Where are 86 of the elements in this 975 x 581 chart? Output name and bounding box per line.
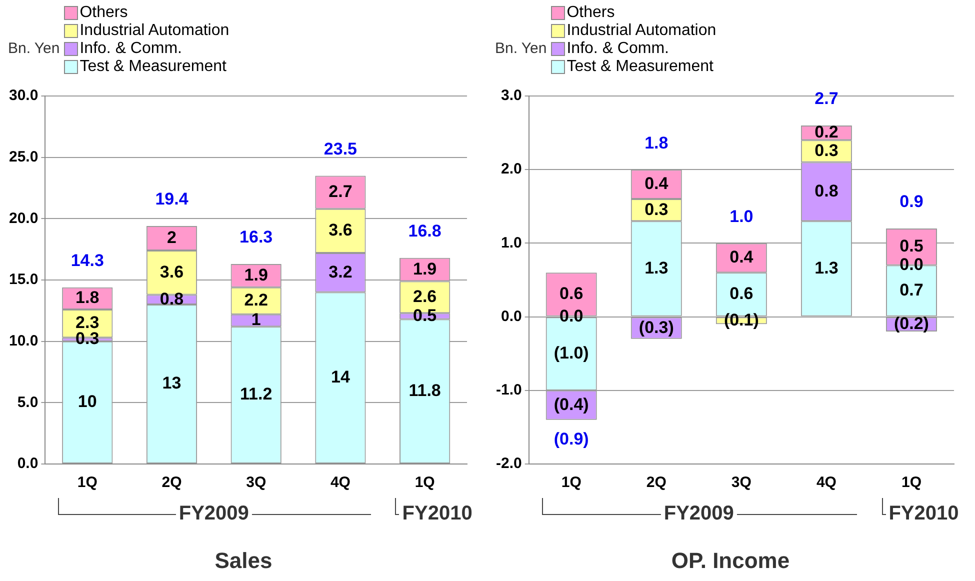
data-label: 1.3 — [644, 258, 668, 278]
data-label: 13 — [162, 374, 182, 393]
legend-label: Info. & Comm. — [80, 40, 182, 58]
x-tick-label: 4Q — [816, 474, 837, 492]
data-label: 11.8 — [408, 381, 441, 400]
data-label: (0.1) — [724, 310, 759, 330]
data-label: 3.6 — [160, 262, 184, 282]
data-label: 0.0 — [900, 254, 924, 274]
total-label: 16.3 — [240, 228, 273, 247]
data-label: 1.3 — [814, 258, 838, 278]
legend-label: Test & Measurement — [80, 58, 226, 76]
data-label: 14 — [330, 368, 350, 387]
x-tick-label: 3Q — [731, 474, 752, 492]
data-label: 0.3 — [814, 140, 838, 160]
y-axis-title: Bn. Yen — [495, 40, 547, 57]
total-label: 0.9 — [900, 192, 924, 212]
data-label: 11.2 — [240, 384, 272, 404]
data-label: 3.2 — [328, 262, 352, 282]
data-label: 1.9 — [244, 265, 268, 284]
data-label: (0.4) — [554, 394, 589, 414]
y-tick-label: 5.0 — [17, 394, 38, 411]
y-tick-label: 0.0 — [17, 455, 38, 472]
x-tick-label: 4Q — [330, 474, 351, 492]
total-label: 14.3 — [70, 251, 104, 270]
y-tick-label: 15.0 — [8, 271, 38, 288]
data-label: 0.8 — [160, 289, 184, 308]
total-label: 16.8 — [408, 222, 442, 241]
x-tick-label: 2Q — [162, 474, 182, 492]
y-axis-title: Bn. Yen — [8, 40, 60, 57]
x-tick-label: 1Q — [561, 474, 582, 492]
data-label: 1.9 — [413, 259, 437, 278]
data-label: 0.2 — [814, 122, 838, 142]
data-label: 0.3 — [644, 200, 668, 219]
text: FY2009 — [176, 502, 252, 526]
legend-label: Test & Measurement — [566, 58, 714, 76]
text: FY2009 — [660, 502, 737, 526]
data-label: 0.4 — [644, 174, 669, 194]
total-label: 1.0 — [730, 206, 754, 226]
x-axis-title: Sales — [214, 548, 274, 574]
y-tick-label: 3.0 — [500, 87, 522, 104]
data-label: 2.6 — [413, 286, 437, 306]
legend-label: Industrial Automation — [566, 22, 716, 40]
data-label: 10 — [78, 392, 97, 412]
y-tick-label: 10.0 — [8, 332, 38, 350]
legend-label: Others — [80, 4, 128, 22]
data-label: 0.5 — [900, 236, 924, 256]
data-label: 0.5 — [413, 306, 437, 325]
x-tick-label: 1Q — [414, 474, 436, 492]
data-label: (1.0) — [554, 344, 589, 363]
data-label: 0.6 — [730, 284, 754, 304]
total-label: 19.4 — [155, 190, 189, 209]
data-label: 0.8 — [814, 181, 838, 200]
data-label: 2.2 — [244, 290, 268, 310]
y-tick-label: -1.0 — [496, 382, 522, 399]
data-label: 1.8 — [76, 288, 100, 308]
total-label: (0.9) — [554, 430, 589, 449]
data-label: 0.7 — [900, 280, 924, 300]
data-label: 2.7 — [328, 182, 352, 201]
y-tick-label: -2.0 — [496, 455, 522, 472]
x-tick-label: 1Q — [901, 474, 922, 492]
x-tick-label: 1Q — [77, 474, 98, 492]
total-label: 1.8 — [644, 133, 668, 152]
x-axis-title: OP. Income — [670, 548, 791, 574]
y-tick-label: 1.0 — [500, 234, 522, 252]
data-label: (0.3) — [638, 318, 674, 337]
y-tick-label: 2.0 — [500, 160, 522, 178]
total-label: 2.7 — [814, 89, 838, 108]
x-tick-label: 3Q — [246, 474, 266, 492]
data-label: 2 — [167, 228, 176, 247]
y-tick-label: 20.0 — [8, 210, 38, 227]
y-tick-label: 0.0 — [500, 308, 522, 325]
legend-label: Others — [566, 4, 615, 22]
data-label: 0.4 — [730, 248, 754, 267]
data-label: 0.0 — [560, 306, 584, 326]
data-label: (0.2) — [894, 314, 929, 334]
text: FY2010 — [886, 502, 962, 526]
data-label: 0.6 — [560, 284, 584, 304]
legend-label: Industrial Automation — [80, 22, 230, 40]
x-tick-label: 2Q — [646, 474, 667, 492]
data-label: 1 — [251, 310, 261, 330]
legend-label: Info. & Comm. — [566, 40, 669, 58]
data-label: 3.6 — [328, 220, 352, 240]
y-tick-label: 25.0 — [8, 148, 38, 166]
text: FY2010 — [399, 502, 476, 526]
total-label: 23.5 — [324, 139, 358, 158]
y-tick-label: 30.0 — [8, 87, 38, 104]
